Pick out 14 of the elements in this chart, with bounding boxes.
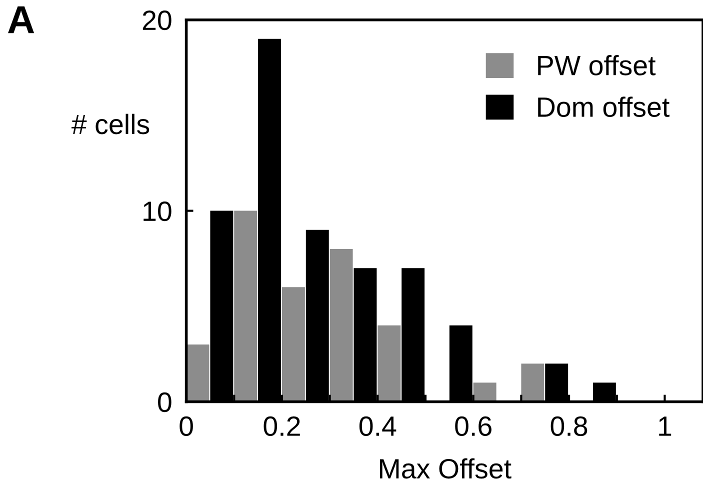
- x-tick-label: 0: [180, 416, 193, 436]
- text: A: [8, 6, 34, 34]
- y-tick-label: 10: [144, 201, 172, 222]
- y-tick-label: 0: [158, 392, 172, 412]
- x-tick-label: 0.6: [455, 416, 492, 436]
- y-tick-label: 20: [142, 10, 172, 30]
- y-axis-title: # cells: [72, 114, 150, 134]
- x-axis-title: Max Offset: [380, 458, 512, 479]
- x-tick-label: 0.2: [264, 416, 300, 436]
- x-tick-label: 0.4: [359, 416, 396, 436]
- x-tick-label: 0.8: [550, 416, 588, 436]
- legend-label: PW offset: [538, 55, 656, 76]
- x-tick-label: 1: [659, 416, 672, 436]
- legend-label: Dom offset: [538, 96, 670, 117]
